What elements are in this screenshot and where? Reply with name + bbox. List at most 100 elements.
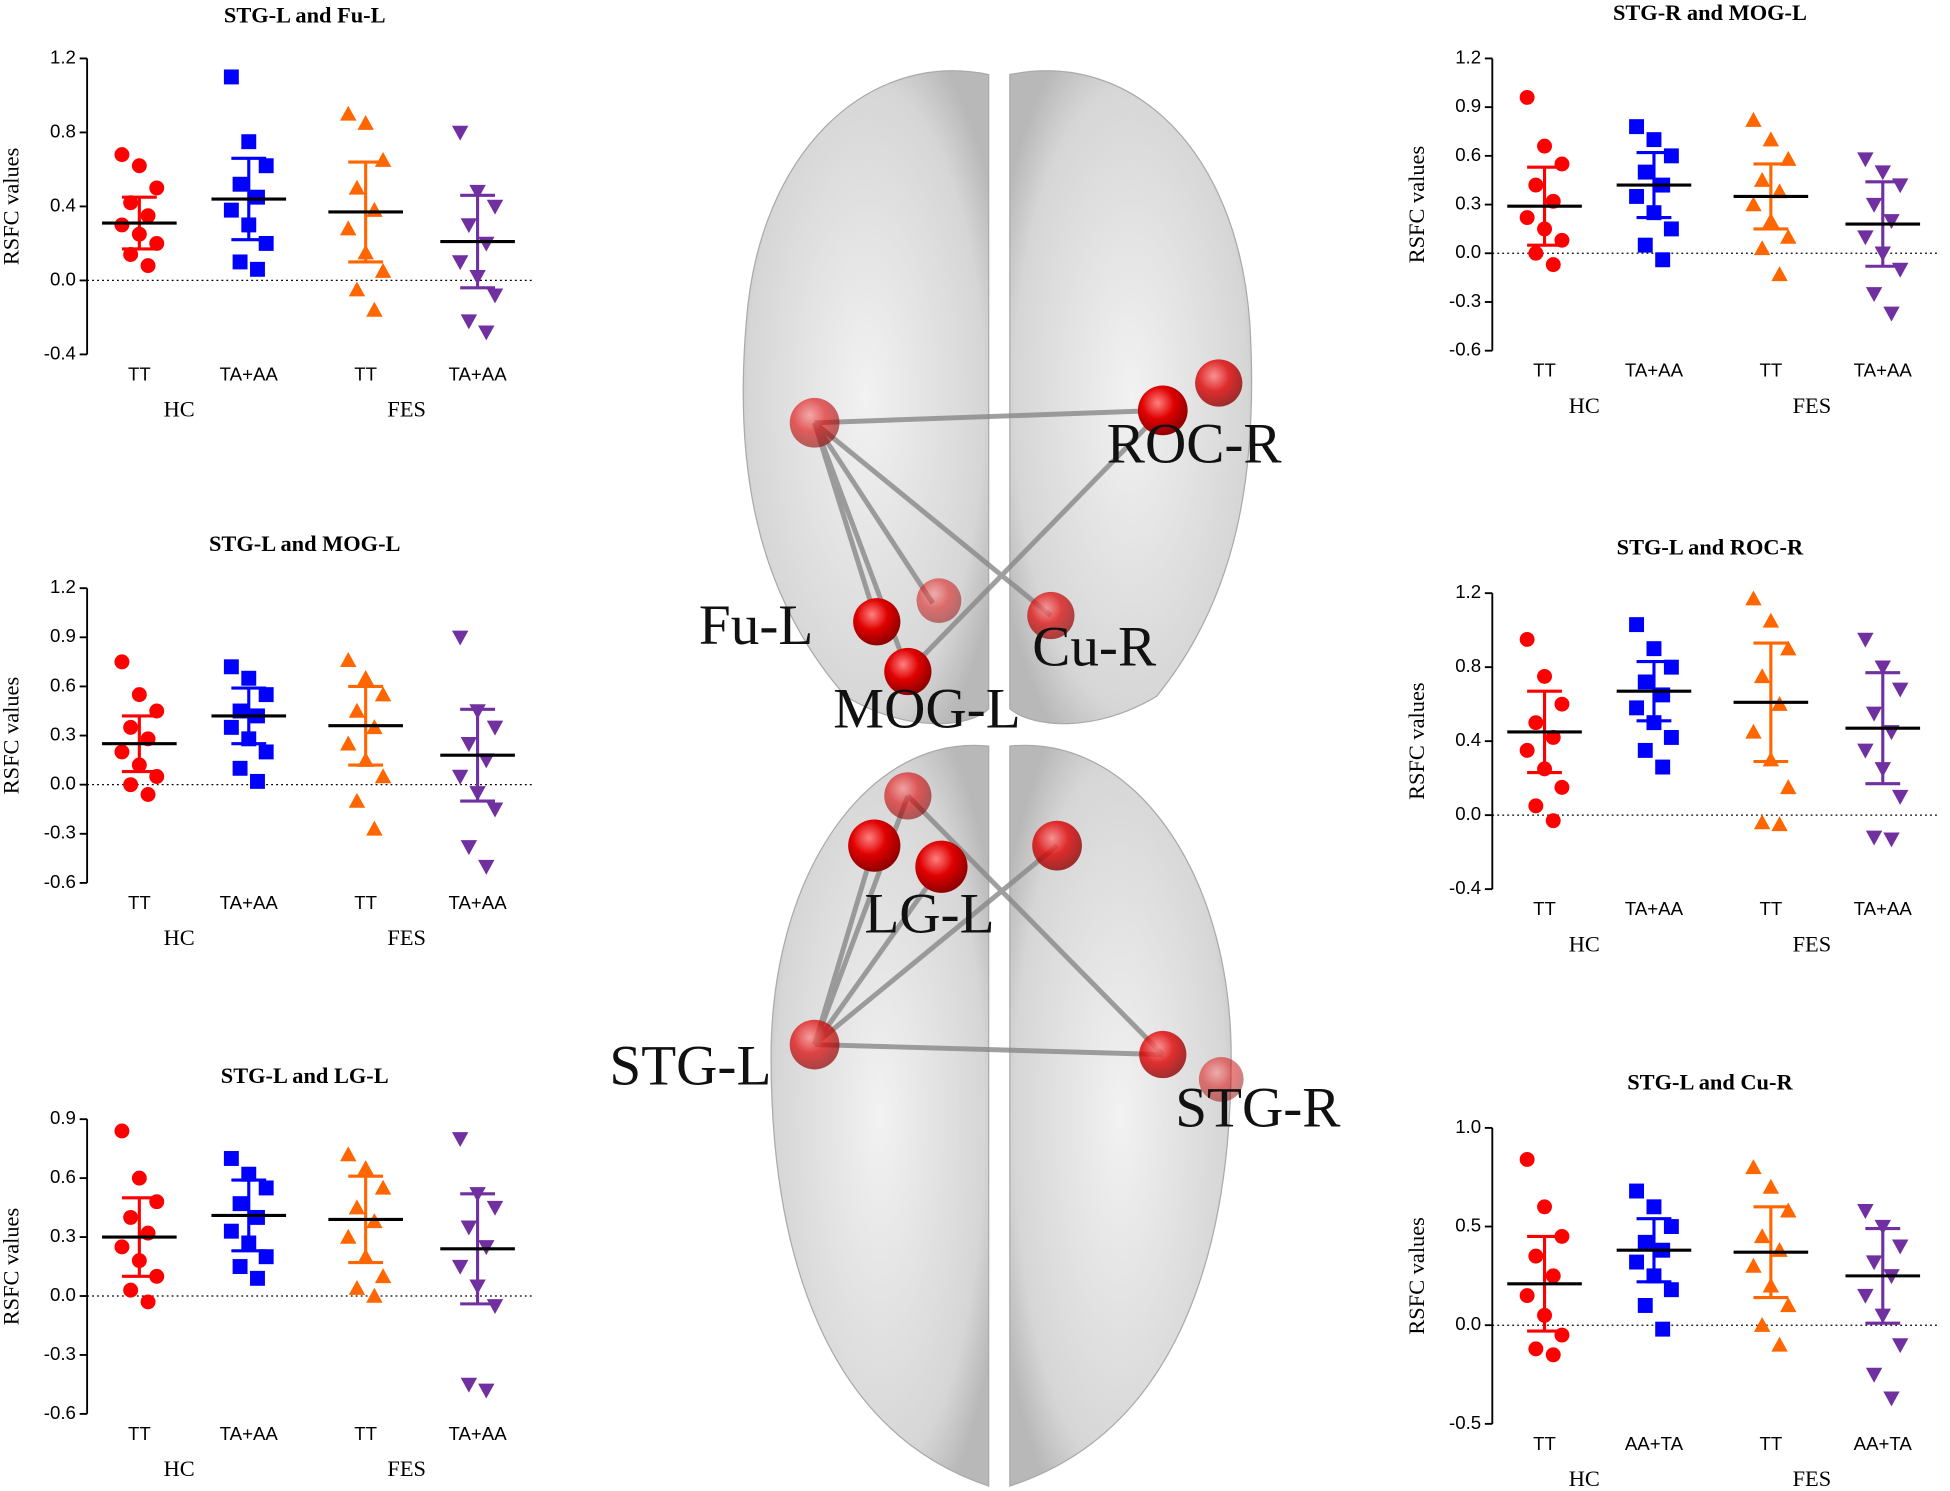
data-point bbox=[223, 1223, 239, 1239]
group-label: HC bbox=[164, 1456, 195, 1481]
data-point bbox=[241, 1166, 257, 1182]
data-point bbox=[486, 720, 504, 736]
data-point bbox=[1554, 696, 1570, 712]
y-axis-label: RSFC values bbox=[0, 677, 24, 795]
group-label: FES bbox=[1793, 931, 1832, 956]
y-tick-label: 0.0 bbox=[50, 773, 76, 794]
data-point bbox=[1865, 830, 1883, 846]
data-point bbox=[114, 654, 130, 670]
data-point bbox=[1883, 1391, 1900, 1407]
data-point bbox=[486, 199, 504, 215]
data-point bbox=[478, 753, 495, 769]
data-point bbox=[1780, 228, 1797, 244]
data-point bbox=[1637, 742, 1653, 758]
y-tick-label: 0.3 bbox=[50, 1225, 76, 1246]
chart-panel: STG-L and Cu-R RSFC values -0.5 0.0 0.5 1.0 TT… bbox=[1404, 1069, 1940, 1491]
data-point bbox=[1528, 1341, 1544, 1357]
data-point bbox=[1891, 682, 1909, 698]
y-axis-label: RSFC values bbox=[1404, 1217, 1429, 1335]
data-point bbox=[357, 670, 374, 685]
data-point bbox=[258, 158, 274, 174]
data-point bbox=[250, 1270, 265, 1286]
y-tick-label: 0.9 bbox=[50, 1107, 76, 1128]
data-point bbox=[1646, 1199, 1662, 1215]
data-point bbox=[1857, 1288, 1874, 1304]
data-point bbox=[451, 769, 469, 785]
data-point bbox=[1554, 1228, 1570, 1244]
data-point bbox=[1883, 306, 1900, 322]
x-tick-label: TT bbox=[354, 363, 377, 384]
chart-title: STG-L and MOG-L bbox=[209, 531, 400, 556]
data-point bbox=[258, 1180, 274, 1196]
data-point bbox=[486, 1299, 504, 1315]
data-point bbox=[1629, 1183, 1645, 1199]
data-point bbox=[1865, 197, 1883, 213]
x-tick-label: TT bbox=[128, 363, 151, 384]
data-point bbox=[1519, 89, 1535, 105]
data-point bbox=[114, 1123, 130, 1139]
region-label: Cu-R bbox=[1032, 615, 1157, 678]
y-tick-label: 0.6 bbox=[50, 1166, 76, 1187]
y-tick-label: 0.6 bbox=[1455, 144, 1481, 165]
y-tick-label: 0.3 bbox=[50, 723, 76, 744]
data-point bbox=[451, 1259, 469, 1275]
data-point bbox=[1554, 779, 1570, 795]
data-point bbox=[258, 744, 274, 760]
data-point bbox=[340, 1146, 357, 1162]
group-label: FES bbox=[1793, 1466, 1832, 1491]
y-tick-label: -0.6 bbox=[44, 871, 76, 892]
data-point bbox=[374, 151, 392, 167]
y-axis-label: RSFC values bbox=[0, 148, 24, 265]
x-tick-label: AA+TA bbox=[1854, 1433, 1913, 1454]
data-point bbox=[1857, 230, 1874, 246]
data-point bbox=[478, 1383, 495, 1399]
region-label: STG-R bbox=[1175, 1077, 1341, 1140]
chart-panel: STG-L and MOG-L RSFC values -0.6 -0.3 0.0 0.3… bbox=[0, 531, 535, 950]
data-point bbox=[1554, 156, 1570, 172]
data-point bbox=[1865, 1255, 1883, 1271]
data-point bbox=[1545, 257, 1561, 273]
data-point bbox=[1771, 183, 1788, 199]
data-point bbox=[1545, 813, 1561, 829]
y-tick-label: 0.9 bbox=[50, 625, 76, 646]
data-point bbox=[340, 220, 357, 236]
chart-title: STG-L and Cu-R bbox=[1627, 1069, 1793, 1094]
x-tick-label: TA+AA bbox=[1854, 898, 1913, 919]
data-point bbox=[1780, 1202, 1797, 1218]
data-point bbox=[250, 773, 265, 789]
x-tick-label: TT bbox=[1533, 360, 1556, 381]
x-tick-label: TT bbox=[1759, 898, 1782, 919]
data-point bbox=[241, 134, 257, 150]
x-tick-label: TT bbox=[354, 892, 377, 913]
chart-panel: STG-L and LG-L RSFC values -0.6 -0.3 0.0 0.3 0… bbox=[0, 1063, 535, 1481]
data-point bbox=[131, 687, 147, 703]
data-point bbox=[348, 702, 366, 718]
x-tick-label: TT bbox=[354, 1423, 377, 1444]
data-point bbox=[258, 1249, 274, 1265]
data-point bbox=[123, 195, 139, 211]
x-tick-label: TT bbox=[1533, 1433, 1556, 1454]
data-point bbox=[1537, 668, 1553, 684]
region-label: MOG-L bbox=[833, 677, 1020, 740]
y-tick-label: 0.5 bbox=[1455, 1214, 1481, 1235]
data-point bbox=[1646, 641, 1662, 657]
chart-title: STG-L and Fu-L bbox=[224, 2, 386, 27]
chart-title: STG-R and MOG-L bbox=[1613, 0, 1807, 25]
data-point bbox=[366, 201, 383, 217]
region-label: ROC-R bbox=[1107, 413, 1283, 476]
y-tick-label: 0.8 bbox=[1455, 655, 1481, 676]
data-point bbox=[1528, 245, 1544, 261]
data-point bbox=[1883, 832, 1900, 848]
data-point bbox=[1545, 1268, 1561, 1284]
y-tick-label: 1.2 bbox=[1455, 581, 1481, 602]
data-point bbox=[223, 1151, 239, 1166]
data-point bbox=[1771, 266, 1788, 282]
data-point bbox=[1874, 165, 1891, 181]
data-point bbox=[1537, 1199, 1553, 1215]
data-point bbox=[1771, 1336, 1788, 1352]
data-point bbox=[250, 189, 265, 205]
x-tick-label: TA+AA bbox=[448, 363, 507, 384]
y-axis-label: RSFC values bbox=[1404, 146, 1429, 263]
data-point bbox=[250, 261, 265, 277]
